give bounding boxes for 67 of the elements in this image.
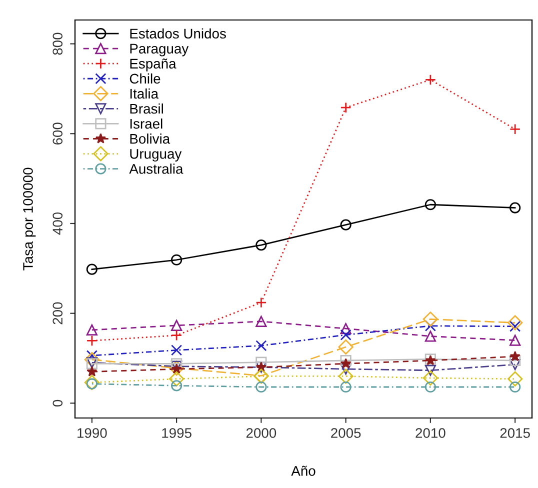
point <box>422 312 438 327</box>
x-tick-label: 2010 <box>416 428 446 438</box>
legend-label: Uruguay <box>130 149 182 162</box>
y-tick-label: 0 <box>52 400 63 406</box>
legend-label: Israel <box>130 118 162 129</box>
point <box>86 324 98 336</box>
point <box>256 316 267 327</box>
point <box>171 344 182 356</box>
point <box>340 329 352 340</box>
y-tick-label: 400 <box>52 212 63 235</box>
legend-label: Paraguay <box>130 44 189 56</box>
point <box>424 320 436 332</box>
y-tick-label: 600 <box>52 122 63 145</box>
point <box>256 381 267 393</box>
point <box>340 381 352 393</box>
legend-label: Italia <box>130 88 159 99</box>
legend-label: Estados Unidos <box>130 28 226 39</box>
point <box>424 199 436 210</box>
legend-label: Australia <box>129 164 184 174</box>
point <box>171 320 182 332</box>
point <box>84 374 100 390</box>
point <box>424 381 436 393</box>
x-tick-label: 1995 <box>162 428 192 438</box>
y-tick-label: 200 <box>52 302 63 324</box>
point <box>424 364 436 376</box>
point <box>340 323 352 334</box>
legend-label: Bolivia <box>130 134 170 144</box>
point <box>340 354 352 366</box>
x-tick-label: 2005 <box>331 428 361 438</box>
legend-label: Brasil <box>130 103 163 114</box>
x-axis-title: Año <box>291 466 316 476</box>
point <box>510 350 520 362</box>
point <box>510 358 521 370</box>
point <box>510 202 521 214</box>
point <box>510 381 521 393</box>
point <box>256 296 267 308</box>
point <box>508 371 523 386</box>
point <box>86 335 98 346</box>
point <box>171 380 182 392</box>
point <box>340 358 352 368</box>
point <box>84 352 100 368</box>
y-axis-title: Tasa por 100000 <box>23 168 36 270</box>
x-tick-label: 2000 <box>246 428 276 438</box>
point <box>171 330 182 341</box>
point <box>256 356 267 368</box>
point <box>338 368 354 384</box>
point <box>510 354 521 366</box>
point <box>256 240 267 251</box>
point <box>340 219 352 230</box>
point <box>86 366 98 376</box>
point <box>510 124 521 135</box>
y-tick-label: 800 <box>52 32 63 55</box>
point <box>424 74 436 86</box>
point <box>338 339 354 355</box>
point <box>510 334 521 346</box>
point <box>86 264 98 275</box>
point <box>168 371 184 386</box>
legend-label: Chile <box>130 73 160 84</box>
legend-label: España <box>130 58 176 72</box>
point <box>340 102 352 114</box>
x-tick-label: 2015 <box>500 428 530 438</box>
point <box>508 315 523 330</box>
x-tick-label: 1990 <box>78 428 107 438</box>
point <box>424 330 436 342</box>
point <box>256 340 267 352</box>
point <box>171 254 182 266</box>
point <box>422 370 438 386</box>
